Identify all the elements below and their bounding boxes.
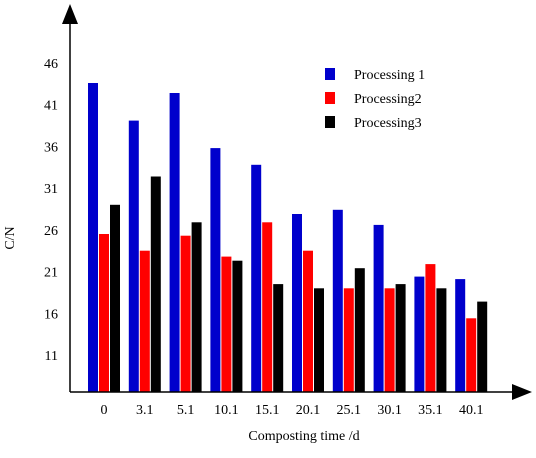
bar-s2-c3 — [221, 256, 232, 392]
y-axis-label: C/N — [3, 226, 18, 249]
bar-s1-c8 — [414, 276, 425, 392]
y-tick-label: 46 — [44, 57, 58, 72]
y-tick-label: 21 — [44, 266, 58, 281]
bar-s1-c4 — [251, 164, 262, 392]
x-axis-label: Composting time /d — [248, 429, 359, 444]
bar-s3-c6 — [354, 268, 365, 392]
x-tick-label: 3.1 — [136, 403, 154, 418]
legend: Processing 1 Processing2 Processing3 — [325, 68, 425, 131]
bar-s1-c7 — [373, 224, 384, 392]
bar-s2-c8 — [425, 264, 436, 392]
bar-s1-c6 — [332, 209, 343, 392]
bar-s2-c6 — [343, 288, 354, 392]
bar-s3-c7 — [395, 284, 406, 392]
x-axis-arrow-icon — [512, 384, 532, 400]
y-tick-label: 16 — [44, 307, 58, 322]
y-tick-labels: 11 16 21 26 31 36 41 46 — [44, 57, 58, 364]
y-tick-label: 31 — [44, 182, 58, 197]
legend-swatch-1 — [325, 68, 335, 80]
x-tick-label: 40.1 — [459, 403, 484, 418]
bar-s2-c2 — [180, 235, 191, 392]
bar-s2-c1 — [139, 250, 150, 392]
y-axis-arrow-icon — [62, 4, 78, 24]
legend-swatch-2 — [325, 92, 335, 104]
legend-label-1: Processing 1 — [354, 68, 425, 83]
bar-s3-c2 — [191, 222, 202, 392]
bar-s3-c9 — [477, 301, 488, 392]
axes — [62, 4, 532, 400]
x-tick-labels: 0 3.1 5.1 10.1 15.1 20.1 25.1 30.1 35.1 40.1 — [101, 403, 484, 418]
bar-s3-c1 — [150, 176, 161, 392]
y-tick-label: 26 — [44, 224, 58, 239]
bar-s1-c5 — [292, 214, 302, 392]
bar-s2-c9 — [466, 318, 477, 392]
bar-s2-c4 — [262, 222, 273, 392]
bar-s2-c7 — [384, 288, 395, 392]
bar-s3-c3 — [232, 260, 243, 392]
y-tick-label: 11 — [45, 349, 58, 364]
x-tick-label: 25.1 — [337, 403, 362, 418]
x-tick-label: 5.1 — [177, 403, 195, 418]
bar-s2-c5 — [303, 250, 313, 392]
x-tick-label: 30.1 — [377, 403, 402, 418]
bar-s3-c0 — [110, 204, 120, 392]
bar-s3-c8 — [436, 288, 447, 392]
bar-s1-c1 — [128, 120, 139, 392]
legend-label-2: Processing2 — [354, 92, 422, 107]
y-tick-label: 36 — [44, 140, 58, 155]
x-tick-label: 35.1 — [418, 403, 443, 418]
bar-s3-c4 — [273, 284, 284, 392]
bar-s1-c0 — [88, 83, 98, 392]
bar-s1-c2 — [169, 93, 180, 392]
y-tick-label: 41 — [44, 99, 58, 114]
bars — [88, 83, 488, 392]
x-tick-label: 20.1 — [296, 403, 321, 418]
bar-s1-c3 — [210, 148, 221, 392]
x-tick-label: 0 — [101, 403, 108, 418]
bar-s1-c9 — [455, 279, 466, 392]
legend-swatch-3 — [325, 116, 335, 128]
x-tick-label: 15.1 — [255, 403, 280, 418]
bar-s3-c5 — [314, 288, 324, 392]
bar-s2-c0 — [99, 234, 109, 392]
legend-label-3: Processing3 — [354, 116, 422, 131]
x-tick-label: 10.1 — [214, 403, 239, 418]
